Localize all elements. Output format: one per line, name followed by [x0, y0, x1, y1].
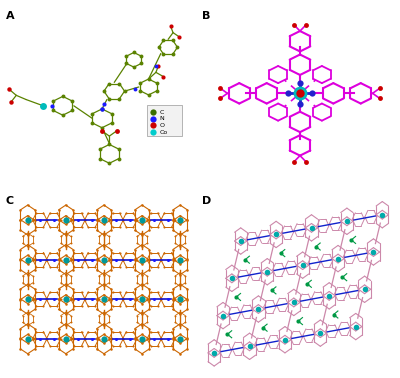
Text: O: O — [160, 123, 164, 128]
Text: Co: Co — [160, 130, 168, 135]
Text: N: N — [160, 116, 164, 121]
FancyBboxPatch shape — [147, 105, 182, 136]
Text: B: B — [202, 11, 210, 21]
Text: C: C — [160, 110, 164, 115]
Text: D: D — [202, 196, 211, 206]
Text: A: A — [6, 11, 14, 21]
Text: C: C — [6, 196, 14, 206]
